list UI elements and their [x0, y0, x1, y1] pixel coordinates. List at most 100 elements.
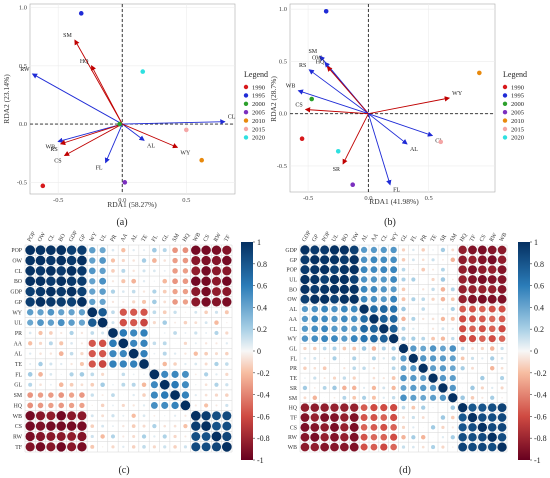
- corr-circle: [339, 265, 349, 275]
- corr-circle: [497, 423, 507, 432]
- corr-circle: [77, 442, 87, 452]
- corr-circle: [478, 442, 487, 452]
- colorbar-tick-label: -0.6: [534, 412, 547, 421]
- corr-circle: [478, 315, 486, 323]
- corr-circle: [400, 355, 407, 362]
- corr-circle: [450, 316, 455, 321]
- col-label: AA: [120, 232, 130, 243]
- corr-circle: [412, 445, 415, 449]
- arrow-label: HQ: [80, 59, 89, 65]
- corr-circle: [66, 266, 77, 276]
- corr-circle: [184, 332, 187, 334]
- corr-circle: [421, 297, 426, 302]
- row-label: TE: [15, 362, 23, 368]
- corr-circle: [222, 297, 232, 307]
- row-label: FL: [15, 372, 22, 378]
- corr-circle: [332, 346, 337, 351]
- row-label: AA: [289, 317, 298, 323]
- corr-circle: [173, 434, 177, 439]
- corr-circle: [408, 353, 418, 363]
- corr-circle: [428, 373, 438, 383]
- corr-circle: [440, 316, 446, 322]
- colorbar-tick-label: 0.4: [534, 303, 544, 312]
- arrow-label: FL: [96, 166, 103, 172]
- corr-circle: [183, 445, 188, 449]
- corr-circle: [487, 432, 497, 442]
- corr-circle: [174, 342, 176, 344]
- arrow-cs: [63, 123, 123, 156]
- corr-circle: [225, 372, 229, 376]
- corr-circle: [215, 404, 218, 407]
- corr-circle: [300, 274, 310, 285]
- corr-circle: [181, 381, 189, 389]
- legend-label: 2020: [511, 135, 524, 142]
- corr-circle: [68, 402, 75, 409]
- corr-circle: [332, 385, 337, 391]
- corr-circle: [481, 367, 483, 369]
- corr-circle: [330, 413, 339, 422]
- corr-circle: [310, 255, 320, 265]
- corr-circle: [98, 307, 107, 317]
- corr-circle: [470, 395, 475, 400]
- corr-circle: [97, 317, 108, 328]
- corr-circle: [497, 285, 507, 294]
- corr-circle: [310, 265, 320, 275]
- corr-circle: [458, 275, 467, 284]
- corr-circle: [58, 392, 65, 398]
- corr-circle: [152, 289, 157, 294]
- corr-circle: [343, 357, 345, 359]
- corr-circle: [173, 362, 177, 366]
- corr-circle: [412, 288, 414, 290]
- corr-circle: [468, 335, 477, 343]
- corr-circle: [66, 421, 77, 431]
- legend-marker: [502, 110, 508, 115]
- corr-circle: [35, 276, 46, 287]
- corr-circle: [35, 255, 46, 266]
- col-label: HQ: [459, 232, 469, 243]
- corr-circle: [448, 393, 458, 403]
- row-label: TF: [15, 445, 23, 451]
- corr-circle: [173, 310, 177, 314]
- corr-circle: [402, 416, 405, 419]
- corr-circle: [89, 288, 96, 295]
- corr-circle: [468, 315, 477, 323]
- corr-circle: [221, 441, 232, 452]
- col-label: WY: [89, 231, 99, 243]
- row-label: TE: [290, 376, 298, 382]
- corr-circle: [380, 246, 387, 254]
- corr-circle: [398, 343, 409, 354]
- corr-circle: [497, 413, 507, 422]
- corr-circle: [390, 424, 397, 431]
- corr-circle: [449, 374, 456, 382]
- corr-circle: [467, 412, 478, 423]
- corr-circle: [411, 405, 416, 410]
- corr-circle: [77, 245, 87, 255]
- col-label: TE: [430, 233, 439, 243]
- corr-circle: [215, 342, 218, 345]
- corr-circle: [170, 390, 180, 400]
- corr-circle: [349, 245, 359, 255]
- corr-circle: [212, 287, 221, 297]
- corr-circle: [490, 356, 495, 361]
- corr-circle: [121, 372, 126, 377]
- corr-circle: [497, 245, 507, 255]
- corr-circle: [363, 377, 365, 379]
- corr-circle: [401, 405, 406, 410]
- corr-circle: [451, 426, 454, 429]
- corr-circle: [468, 275, 477, 284]
- corr-circle: [225, 383, 229, 387]
- corr-circle: [79, 392, 85, 398]
- corr-circle: [382, 396, 385, 399]
- corr-circle: [487, 423, 497, 432]
- corr-circle: [80, 331, 84, 335]
- corr-circle: [311, 305, 319, 313]
- corr-circle: [379, 324, 389, 334]
- corr-circle: [140, 349, 148, 358]
- corr-circle: [77, 255, 87, 266]
- corr-circle: [77, 411, 87, 421]
- panel-b-arrows: SMOWHQRSWBCSWYCLALSRFL: [286, 49, 463, 193]
- corr-circle: [329, 245, 340, 255]
- corr-circle: [391, 346, 396, 351]
- corr-circle: [432, 436, 434, 438]
- corr-circle: [211, 442, 222, 452]
